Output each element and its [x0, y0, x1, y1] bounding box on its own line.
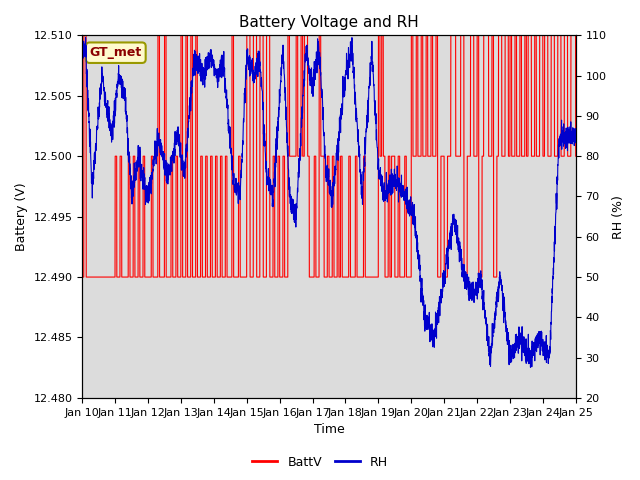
Y-axis label: Battery (V): Battery (V) [15, 182, 28, 251]
RH [268, 187, 275, 193]
Line: RH: RH [83, 37, 576, 367]
Line: BattV: BattV [83, 36, 576, 277]
Y-axis label: RH (%): RH (%) [612, 195, 625, 239]
RH [563, 125, 570, 131]
RH [572, 132, 580, 138]
BattV [563, 33, 570, 38]
RH [527, 364, 534, 370]
BattV [164, 274, 172, 280]
RH [164, 181, 172, 187]
X-axis label: Time: Time [314, 423, 344, 436]
BattV [289, 153, 297, 159]
BattV [79, 274, 86, 280]
BattV [572, 153, 580, 159]
BattV [135, 153, 143, 159]
RH [134, 163, 142, 169]
Legend: BattV, RH: BattV, RH [248, 451, 392, 474]
RH [79, 35, 86, 40]
RH [509, 348, 516, 354]
Text: GT_met: GT_met [90, 46, 142, 59]
Title: Battery Voltage and RH: Battery Voltage and RH [239, 15, 419, 30]
RH [289, 197, 297, 203]
BattV [509, 153, 517, 159]
BattV [268, 274, 275, 280]
BattV [80, 33, 88, 38]
